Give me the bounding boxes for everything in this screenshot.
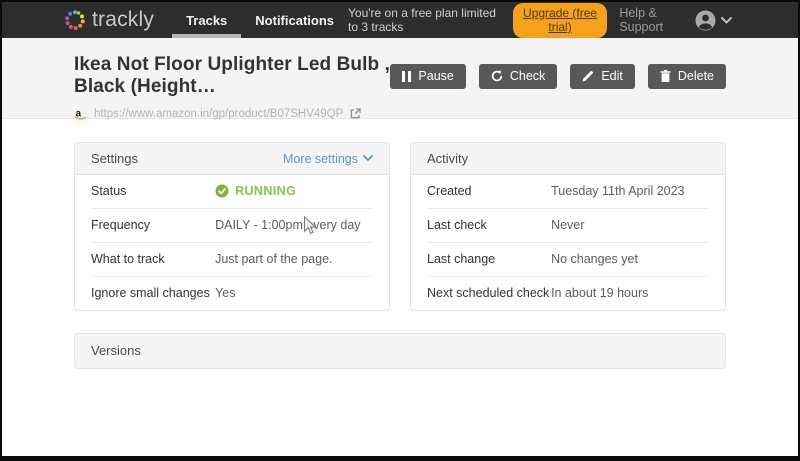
row-value: Never [551,218,585,232]
setting-row-status: Status RUNNING [91,175,373,209]
page-title: Ikea Not Floor Uplighter Led Bulb , Blac… [74,54,390,97]
activity-panel-title: Activity [427,151,469,166]
row-label: Frequency [91,218,151,232]
main-content: Settings More settings Status [2,119,798,369]
nav-tab-notifications[interactable]: Notifications [241,2,348,38]
check-circle-icon [215,184,229,198]
external-link-icon[interactable] [350,108,361,119]
top-header: trackly Tracks Notifications You're on a… [2,2,798,38]
more-settings-link[interactable]: More settings [283,152,373,166]
refresh-icon [491,70,503,82]
check-button-label: Check [509,69,546,83]
activity-row-next-scheduled-check: Next scheduled check In about 19 hours [427,277,709,310]
avatar-icon [694,9,717,32]
row-label: What to track [91,252,165,266]
delete-button[interactable]: Delete [647,63,726,89]
amazon-favicon: a [74,107,87,120]
delete-button-label: Delete [677,69,714,83]
track-url-link[interactable]: https://www.amazon.in/gp/product/B07SHV4… [94,107,344,120]
brand-logo[interactable]: trackly [64,8,154,32]
row-value: Just part of the page. [215,252,333,266]
track-title-section: Ikea Not Floor Uplighter Led Bulb , Blac… [2,38,798,120]
nav-tab-tracks-label: Tracks [186,12,228,28]
top-nav: Tracks Notifications [172,2,348,38]
account-menu[interactable] [694,9,732,32]
row-value: No changes yet [551,252,638,266]
versions-panel[interactable]: Versions [74,333,726,369]
edit-button[interactable]: Edit [570,63,635,89]
chevron-down-icon [363,155,373,162]
row-value: DAILY - 1:00pm every day [215,218,361,232]
pencil-icon [582,70,594,82]
setting-row-ignore-small-changes: Ignore small changes Yes [91,277,373,310]
settings-panel-title: Settings [91,151,138,166]
brand-name: trackly [92,8,155,31]
edit-button-label: Edit [601,69,623,83]
trash-icon [660,70,671,82]
activity-row-created: Created Tuesday 11th April 2023 [427,175,709,209]
track-actions: Pause Check [390,63,726,89]
row-value: Tuesday 11th April 2023 [551,184,685,198]
setting-row-what-to-track: What to track Just part of the page. [91,243,373,277]
help-support-link[interactable]: Help & Support [619,6,664,34]
activity-row-last-check: Last check Never [427,209,709,243]
nav-tab-notifications-label: Notifications [255,12,335,28]
nav-tab-tracks[interactable]: Tracks [172,2,242,38]
track-url-row: a https://www.amazon.in/gp/product/B07SH… [74,107,726,120]
more-settings-label: More settings [282,151,358,166]
trackly-spinner-icon [64,9,86,31]
check-button[interactable]: Check [478,63,558,89]
activity-panel: Activity Created Tuesday 11th April 2023… [410,142,726,311]
pause-button-label: Pause [418,69,454,83]
pause-icon [402,70,412,82]
row-label: Created [427,184,472,198]
row-label: Last change [427,252,496,266]
pause-button[interactable]: Pause [390,63,466,89]
row-label: Status [91,184,127,198]
settings-panel: Settings More settings Status [74,142,390,311]
row-label: Last check [427,218,487,232]
status-text: RUNNING [235,184,297,198]
upgrade-button[interactable]: Upgrade (free trial) [512,2,608,38]
setting-row-frequency: Frequency DAILY - 1:00pm every day [91,209,373,243]
row-label: Ignore small changes [91,286,210,300]
row-label: Next scheduled check [427,286,550,300]
activity-row-last-change: Last change No changes yet [427,243,709,277]
chevron-down-icon [721,16,732,24]
plan-notice: You're on a free plan limited to 3 track… [348,6,496,34]
topbar-right: You're on a free plan limited to 3 track… [348,2,732,38]
row-value: Yes [215,286,236,300]
status-badge: RUNNING [215,184,373,198]
svg-text:a: a [76,109,82,120]
row-value: In about 19 hours [551,286,649,300]
versions-panel-title: Versions [91,343,141,358]
